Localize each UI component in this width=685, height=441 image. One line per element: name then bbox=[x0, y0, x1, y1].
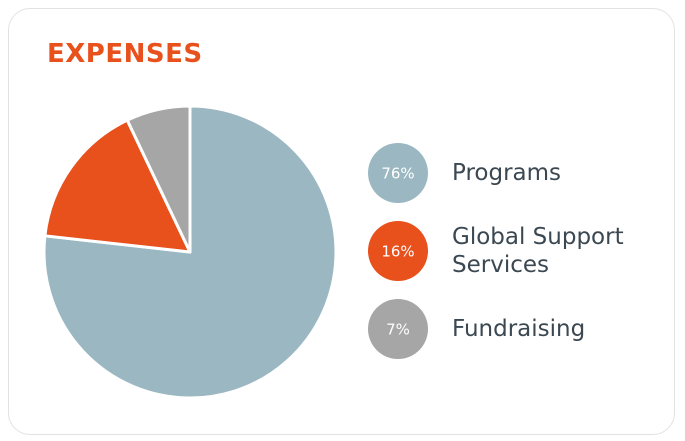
legend-value: 16% bbox=[381, 243, 414, 261]
legend-swatch bbox=[368, 143, 428, 203]
pie-slice bbox=[43, 118, 192, 254]
legend-label: Fundraising bbox=[452, 316, 586, 342]
pie-slice bbox=[125, 104, 192, 254]
legend-label: Programs bbox=[452, 160, 562, 186]
legend-swatch bbox=[368, 221, 428, 281]
chart-title: EXPENSES bbox=[47, 39, 203, 69]
card: EXPENSES bbox=[8, 8, 675, 435]
legend-value: 7% bbox=[386, 321, 410, 339]
legend-label: Global Support Services bbox=[452, 224, 624, 278]
legend-swatch bbox=[368, 299, 428, 359]
legend-value: 76% bbox=[381, 165, 414, 183]
